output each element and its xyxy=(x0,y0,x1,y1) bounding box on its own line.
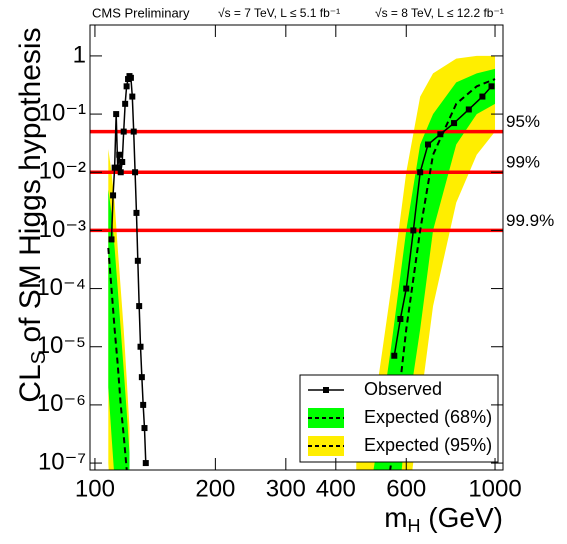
x-tick-label: 300 xyxy=(266,475,306,502)
y-label-rest: of SM Higgs hypothesis xyxy=(14,27,47,350)
observed-point xyxy=(130,128,137,135)
observed-point xyxy=(136,303,143,310)
legend-label: Expected (95%) xyxy=(364,435,492,455)
x-label-main: m xyxy=(384,502,407,533)
legend-marker xyxy=(323,387,329,393)
observed-point xyxy=(114,164,121,171)
expected-band xyxy=(373,68,496,470)
observed-point xyxy=(142,460,149,467)
y-tick-label: 10⁻¹ xyxy=(39,99,86,126)
observed-point xyxy=(391,352,398,359)
x-tick-label: 100 xyxy=(75,475,115,502)
observed-point xyxy=(127,74,134,81)
observed-point xyxy=(132,169,139,176)
observed-point xyxy=(417,169,424,176)
reference-label: 99.9% xyxy=(506,211,554,230)
y-axis-label: CLS of SM Higgs hypothesis xyxy=(14,27,50,402)
observed-point xyxy=(117,169,124,176)
y-tick-label: 10⁻² xyxy=(39,158,86,185)
y-label-main: CL xyxy=(14,364,47,402)
x-axis-label: mH (GeV) xyxy=(384,502,503,535)
y-tick-label: 1 xyxy=(73,41,86,68)
x-tick-label: 200 xyxy=(195,475,235,502)
x-label-sub: H xyxy=(408,516,421,536)
observed-point xyxy=(116,151,123,158)
observed-point xyxy=(122,100,129,107)
legend: Observed Expected (68%) Expected (95%) xyxy=(299,374,499,463)
y-tick-label: 10⁻³ xyxy=(39,216,86,243)
observed-point xyxy=(141,425,148,432)
y-tick-label: 10⁻⁵ xyxy=(37,332,86,359)
observed-point xyxy=(410,227,417,234)
y-tick-label: 10⁻⁴ xyxy=(36,274,86,301)
observed-point xyxy=(451,120,458,127)
observed-point xyxy=(437,131,444,138)
observed-point xyxy=(113,111,120,118)
observed-point xyxy=(129,93,136,100)
x-tick-label: 600 xyxy=(386,475,426,502)
subtitle: √s = 7 TeV, L ≤ 5.1 fb⁻¹ xyxy=(218,6,340,20)
observed-point xyxy=(137,343,144,350)
x-label-rest: (GeV) xyxy=(421,502,503,533)
observed-point xyxy=(119,159,126,166)
y-tick-label: 10⁻⁷ xyxy=(38,448,86,475)
observed-point xyxy=(120,128,127,135)
observed-point xyxy=(110,192,117,199)
expected-band xyxy=(108,189,130,470)
reference-label: 95% xyxy=(506,112,540,131)
observed-point xyxy=(134,257,141,264)
observed-point xyxy=(111,164,118,171)
x-tick-label: 1000 xyxy=(468,475,521,502)
observed-point xyxy=(108,236,115,243)
observed-point xyxy=(397,315,404,322)
observed-point xyxy=(123,83,130,90)
observed-point xyxy=(425,141,432,148)
observed-point xyxy=(138,374,145,381)
plot-frame xyxy=(89,24,504,471)
observed-point xyxy=(465,106,472,113)
reference-label: 99% xyxy=(506,153,540,172)
observed-point xyxy=(488,83,495,90)
legend-label: Expected (68%) xyxy=(364,407,492,427)
legend-label: Observed xyxy=(364,379,442,399)
plot-area xyxy=(90,55,503,470)
y-label-sub: S xyxy=(28,351,50,364)
x-tick-label: 400 xyxy=(316,475,356,502)
observed-point xyxy=(140,401,147,408)
observed-point xyxy=(133,209,140,216)
subtitle: √s = 8 TeV, L ≤ 12.2 fb⁻¹ xyxy=(375,6,504,20)
chart-title: CMS Preliminary xyxy=(92,5,190,20)
observed-point xyxy=(403,285,410,292)
y-tick-label: 10⁻⁶ xyxy=(37,390,86,417)
expected-line xyxy=(107,78,496,470)
observed-point xyxy=(479,93,486,100)
